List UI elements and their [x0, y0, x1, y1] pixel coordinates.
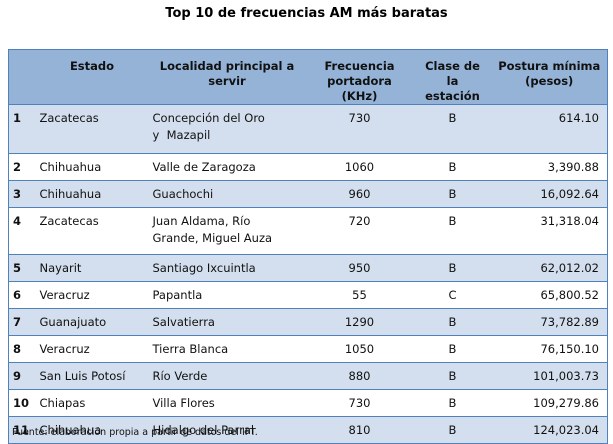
frequencies-table: Estado Localidad principal a servir Frec…: [8, 49, 608, 444]
row-estado: Chihuahua: [35, 180, 149, 208]
row-localidad: Santiago Ixcuintla: [148, 254, 306, 282]
row-number: 3: [8, 180, 36, 208]
row-clase: B: [413, 153, 492, 181]
header-postura: Postura mínima (pesos): [491, 49, 608, 105]
row-clase: B: [413, 207, 492, 255]
row-frecuencia: 730: [305, 389, 414, 417]
row-clase: B: [413, 335, 492, 363]
table-row: 3 Chihuahua Guachochi 960 B 16,092.64: [8, 180, 608, 208]
row-frecuencia: 730: [305, 104, 414, 154]
row-localidad: Tierra Blanca: [148, 335, 306, 363]
row-clase: B: [413, 254, 492, 282]
row-frecuencia: 950: [305, 254, 414, 282]
row-postura: 65,800.52: [491, 281, 608, 309]
row-postura: 76,150.10: [491, 335, 608, 363]
row-postura: 101,003.73: [491, 362, 608, 390]
row-clase: B: [413, 362, 492, 390]
document-title: Top 10 de frecuencias AM más baratas: [165, 6, 448, 21]
header-row: Estado Localidad principal a servir Frec…: [8, 49, 608, 105]
row-number: 7: [8, 308, 36, 336]
row-postura: 62,012.02: [491, 254, 608, 282]
header-localidad: Localidad principal a servir: [148, 49, 306, 105]
header-estado: Estado: [35, 49, 149, 105]
row-postura: 3,390.88: [491, 153, 608, 181]
table-row: 8 Veracruz Tierra Blanca 1050 B 76,150.1…: [8, 335, 608, 363]
row-localidad: Concepción del Oro y Mazapil: [148, 104, 306, 154]
table-row: 6 Veracruz Papantla 55 C 65,800.52: [8, 281, 608, 309]
row-number: 8: [8, 335, 36, 363]
row-localidad: Juan Aldama, Río Grande, Miguel Auza: [148, 207, 306, 255]
row-clase: B: [413, 308, 492, 336]
header-clase: Clase de la estación: [413, 49, 492, 105]
row-number: 6: [8, 281, 36, 309]
row-number: 2: [8, 153, 36, 181]
row-localidad: Salvatierra: [148, 308, 306, 336]
row-localidad: Guachochi: [148, 180, 306, 208]
row-estado: Nayarit: [35, 254, 149, 282]
row-number: 5: [8, 254, 36, 282]
row-clase: B: [413, 389, 492, 417]
row-estado: San Luis Potosí: [35, 362, 149, 390]
row-frecuencia: 1050: [305, 335, 414, 363]
row-clase: B: [413, 180, 492, 208]
row-clase: B: [413, 416, 492, 444]
row-frecuencia: 55: [305, 281, 414, 309]
table-row: 11 Chihuahua Hidalgo del Parral 810 B 12…: [8, 416, 608, 444]
table-row: 10 Chiapas Villa Flores 730 B 109,279.86: [8, 389, 608, 417]
header-num: [8, 49, 36, 105]
row-frecuencia: 720: [305, 207, 414, 255]
row-postura: 16,092.64: [491, 180, 608, 208]
row-postura: 109,279.86: [491, 389, 608, 417]
row-estado: Veracruz: [35, 335, 149, 363]
source-note: Fuente: elaboración propia a partir de d…: [12, 427, 258, 438]
row-frecuencia: 960: [305, 180, 414, 208]
row-clase: C: [413, 281, 492, 309]
row-postura: 31,318.04: [491, 207, 608, 255]
row-postura: 73,782.89: [491, 308, 608, 336]
row-estado: Chihuahua: [35, 153, 149, 181]
row-frecuencia: 810: [305, 416, 414, 444]
row-localidad: Hidalgo del Parral: [148, 416, 306, 444]
row-frecuencia: 1060: [305, 153, 414, 181]
row-number: 11: [8, 416, 36, 444]
table-row: 4 Zacatecas Juan Aldama, Río Grande, Migu…: [8, 207, 608, 255]
row-number: 1: [8, 104, 36, 154]
row-estado: Zacatecas: [35, 207, 149, 255]
localidad-line-2: y Mazapil: [152, 128, 211, 142]
row-localidad: Valle de Zaragoza: [148, 153, 306, 181]
row-postura: 614.10: [491, 104, 608, 154]
row-frecuencia: 880: [305, 362, 414, 390]
row-number: 4: [8, 207, 36, 255]
row-estado: Chiapas: [35, 389, 149, 417]
row-number: 9: [8, 362, 36, 390]
row-estado: Veracruz: [35, 281, 149, 309]
table-row: 2 Chihuahua Valle de Zaragoza 1060 B 3,3…: [8, 153, 608, 181]
localidad-line-2: Grande, Miguel Auza: [152, 231, 273, 245]
table-row: 9 San Luis Potosí Río Verde 880 B 101,00…: [8, 362, 608, 390]
row-postura: 124,023.04: [491, 416, 608, 444]
row-clase: B: [413, 104, 492, 154]
row-frecuencia: 1290: [305, 308, 414, 336]
table-row: 1 Zacatecas Concepción del Oro y Mazapil …: [8, 104, 608, 154]
table-row: 5 Nayarit Santiago Ixcuintla 950 B 62,01…: [8, 254, 608, 282]
row-estado: Chihuahua: [35, 416, 149, 444]
table-row: 7 Guanajuato Salvatierra 1290 B 73,782.8…: [8, 308, 608, 336]
row-estado: Guanajuato: [35, 308, 149, 336]
localidad-line-1: Concepción del Oro: [152, 111, 265, 125]
row-localidad: Villa Flores: [148, 389, 306, 417]
row-estado: Zacatecas: [35, 104, 149, 154]
row-localidad: Río Verde: [148, 362, 306, 390]
row-localidad: Papantla: [148, 281, 306, 309]
row-number: 10: [8, 389, 36, 417]
header-frecuencia: Frecuencia portadora (KHz): [305, 49, 414, 105]
localidad-line-1: Juan Aldama, Río: [152, 214, 251, 228]
